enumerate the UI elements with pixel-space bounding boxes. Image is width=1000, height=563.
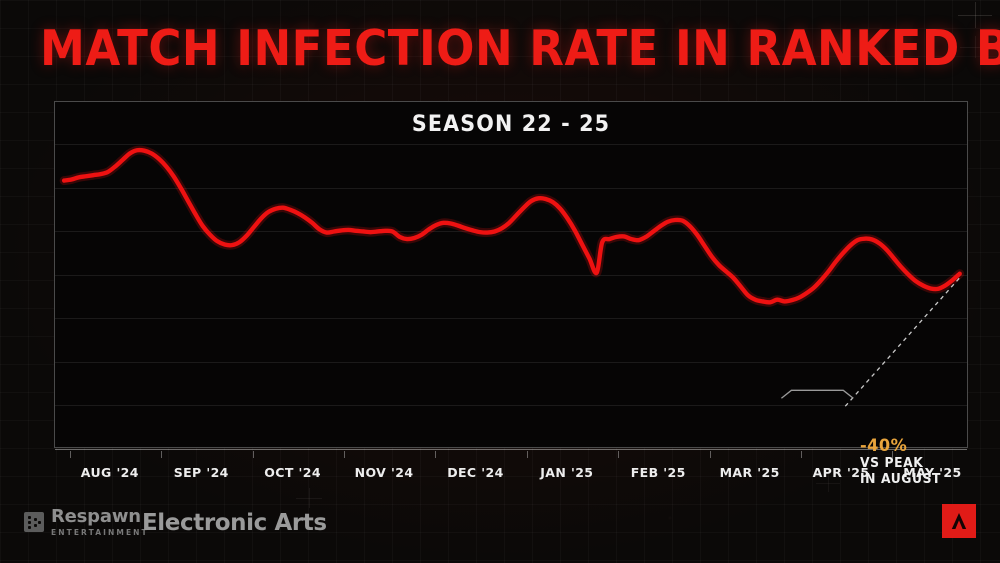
plot-area: 0%2%4%6%8%10%12%14% xyxy=(55,102,967,450)
x-axis-tick-label: SEP '24 xyxy=(173,465,229,480)
x-axis-tick-label: DEC '24 xyxy=(447,465,504,480)
gridline xyxy=(55,405,967,407)
x-axis-tick-label: AUG '24 xyxy=(80,465,139,480)
x-axis-tick-mark xyxy=(69,451,71,458)
annotation-line-2: IN AUGUST xyxy=(860,472,942,488)
data-line-series xyxy=(59,145,965,307)
x-axis-tick-mark xyxy=(526,451,528,458)
x-axis-tick-mark xyxy=(161,451,163,458)
respawn-mark-icon xyxy=(24,512,44,533)
respawn-logo: Respawn ENTERTAINMENT xyxy=(24,508,149,537)
x-axis-tick-mark xyxy=(435,451,437,458)
x-axis-tick-label: MAY '25 xyxy=(903,465,962,480)
annotation-value: -40% xyxy=(860,436,908,456)
x-axis-tick-mark xyxy=(892,451,894,458)
respawn-subtitle: ENTERTAINMENT xyxy=(51,528,149,537)
x-axis-tick-label: OCT '24 xyxy=(264,465,321,480)
footer: Respawn ENTERTAINMENT Electronic Arts xyxy=(0,488,1000,563)
x-axis-tick-label: MAR '25 xyxy=(719,465,780,480)
gridline xyxy=(55,361,967,363)
gridline xyxy=(55,187,967,189)
gridline xyxy=(55,449,967,450)
x-axis-tick-mark xyxy=(252,451,254,458)
x-axis-tick-label: JAN '25 xyxy=(540,465,594,480)
page-title: MATCH INFECTION RATE IN RANKED BR xyxy=(40,20,1000,77)
annotation-leader-line xyxy=(781,277,961,407)
apex-legends-icon xyxy=(942,504,976,538)
respawn-wordmark: Respawn xyxy=(51,506,141,527)
x-axis-tick-mark xyxy=(801,451,803,458)
x-axis-tick-label: NOV '24 xyxy=(354,465,414,480)
x-axis-tick-label: FEB '25 xyxy=(630,465,686,480)
gridline xyxy=(55,144,967,145)
gridline xyxy=(55,274,967,276)
x-axis-ticks: AUG '24 SEP '24 OCT '24 NOV '24 DEC '24 JAN '… xyxy=(55,451,967,481)
chart-panel: SEASON 22 - 25 0%2%4%6%8%10%12%14% AUG '… xyxy=(54,101,968,487)
annotation-callout: -40% VS PEAK IN AUGUST xyxy=(860,436,980,488)
x-axis-tick-mark xyxy=(618,451,620,458)
chart-subtitle: SEASON 22 - 25 xyxy=(411,112,611,137)
x-axis-tick-mark xyxy=(344,451,346,458)
annotation-line-1: VS PEAK xyxy=(860,455,924,471)
gridline xyxy=(55,318,967,320)
electronic-arts-wordmark: Electronic Arts xyxy=(142,510,327,536)
x-axis-tick-label: APR '25 xyxy=(812,465,870,480)
x-axis-tick-mark xyxy=(709,451,711,458)
gridline xyxy=(55,231,967,233)
